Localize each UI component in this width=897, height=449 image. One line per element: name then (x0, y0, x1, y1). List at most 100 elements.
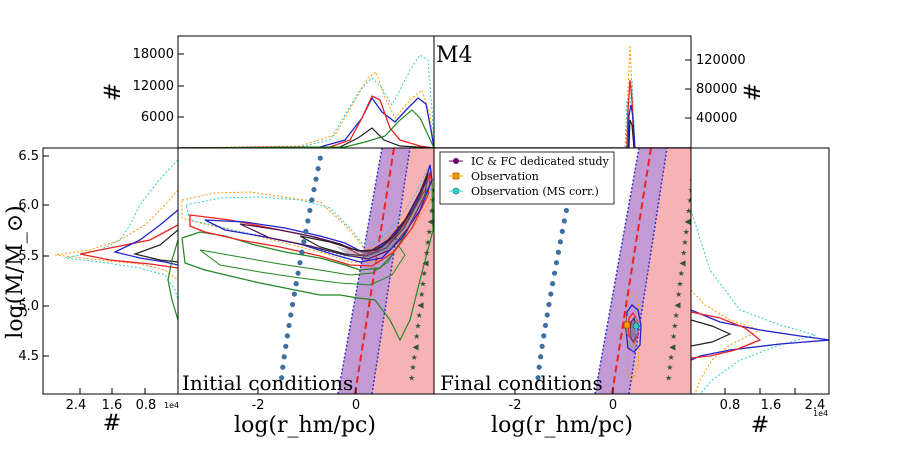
blue-dot-right-2 (538, 354, 544, 360)
side-hist-right-blue (691, 309, 829, 361)
side-left-tick-1.6: 1.6 (102, 398, 123, 413)
top-hist-left: 18000 12000 6000 # (101, 35, 435, 149)
contour-green-left (181, 179, 434, 342)
star-right-14: ★ (683, 227, 690, 236)
star-left-16: ★ (428, 206, 435, 215)
blue-dot-left-13 (301, 239, 307, 245)
y-tick-5.0: 5.0 (18, 299, 39, 314)
top-left-tick-6000: 6000 (141, 110, 174, 125)
top-right-tick-120000: 120000 (696, 53, 746, 68)
top-hist-right-orange (434, 44, 691, 148)
star-right-6: ★ (673, 311, 680, 320)
x-tick-right-neg2: -2 (509, 398, 522, 413)
blue-dot-left-1 (280, 364, 286, 370)
blue-dot-right-8 (548, 291, 554, 297)
x-tick-left-neg2: -2 (252, 398, 265, 413)
legend-label-dedicated: IC & FC dedicated study (471, 155, 610, 168)
blue-dot-left-0 (279, 375, 285, 381)
star-right-15: ◀ (684, 217, 691, 226)
blue-dot-right-11 (553, 260, 560, 266)
side-hist-right-orange (691, 289, 762, 394)
top-hist-right: 120000 80000 40000 # M4 (433, 35, 766, 149)
star-left-7: ◀ (417, 301, 424, 310)
legend-label-ms-corr: Observation (MS corr.) (471, 185, 599, 198)
star-right-11: ◀ (679, 259, 686, 268)
y-tick-4.5: 4.5 (18, 349, 39, 364)
legend-label-observation: Observation (471, 170, 539, 183)
frame-top-right (433, 35, 692, 149)
side-hist-left-red (79, 224, 178, 269)
final-conditions-panel: ★★★◀★★★◀★★★◀★★★◀★★★◀★★ (535, 148, 696, 394)
side-hist-left-dark (132, 229, 178, 263)
y-axis-label: log(M/M_⊙) (3, 205, 28, 338)
final-conditions-label: Final conditions (440, 371, 603, 395)
contour-dark-left (299, 173, 429, 257)
blue-dot-right-1 (536, 364, 542, 370)
blue-dot-left-10 (295, 270, 301, 276)
star-left-11: ◀ (422, 259, 429, 268)
side-hist-left-green (167, 239, 178, 321)
star-left-17: ★ (429, 196, 436, 205)
star-right-12: ★ (680, 248, 687, 257)
blue-dot-left-18 (311, 186, 317, 193)
blue-dot-left-20 (315, 166, 321, 172)
frame-side-left (42, 147, 179, 395)
top-left-hash-label: # (101, 83, 126, 101)
core-right (629, 324, 637, 352)
star-left-9: ★ (419, 280, 426, 289)
side-hist-left-cyan (64, 159, 178, 301)
top-hist-left-dark (178, 127, 434, 148)
star-right-19: ◀ (689, 175, 696, 184)
side-left-scale: 1e4 (164, 401, 179, 410)
contour-blue-right (625, 304, 642, 353)
side-hist-left-orange (54, 189, 178, 281)
blue-dot-left-11 (297, 260, 303, 266)
top-right-tick-80000: 80000 (696, 82, 737, 97)
legend-box (439, 151, 615, 205)
band-edge-right-2 (628, 148, 668, 394)
blue-dot-left-5 (286, 322, 292, 329)
top-hist-right-blue (434, 104, 691, 148)
blue-dot-right-0 (535, 375, 541, 381)
star-right-0: ★ (665, 374, 672, 383)
blue-dot-left-4 (284, 333, 290, 339)
star-left-2: ★ (411, 353, 418, 362)
top-hist-left-green (178, 109, 434, 148)
blue-dot-left-8 (291, 291, 297, 297)
x-axis-label-right: log(r_hm/pc) (491, 413, 633, 438)
top-hist-right-cyan (434, 79, 691, 148)
star-left-0: ★ (408, 374, 415, 383)
blue-dot-left-6 (288, 312, 294, 318)
star-left-18: ★ (431, 186, 438, 195)
blue-dot-right-4 (541, 333, 547, 339)
star-right-10: ★ (678, 269, 685, 278)
star-right-7: ◀ (674, 301, 681, 310)
top-left-tick-18000: 18000 (133, 47, 174, 62)
core-left (335, 170, 430, 258)
x-tick-left-0: 0 (352, 398, 360, 413)
star-right-17: ★ (686, 196, 693, 205)
star-right-16: ★ (685, 206, 692, 215)
star-right-8: ★ (675, 290, 682, 299)
star-left-4: ★ (413, 332, 420, 341)
side-left-hash-label: # (103, 411, 121, 436)
contour-green-inner-left (199, 244, 406, 286)
blue-dot-right-3 (539, 343, 545, 349)
x-tick-right-0: 0 (609, 398, 617, 413)
side-left-tick-0.8: 0.8 (136, 398, 157, 413)
y-tick-6.0: 6.0 (18, 198, 39, 213)
blue-dot-right-13 (557, 239, 563, 245)
top-left-tick-12000: 12000 (133, 79, 174, 94)
star-right-2: ★ (668, 353, 675, 362)
contour-red-right (627, 311, 639, 345)
blue-dot-right-15 (561, 218, 567, 224)
top-hist-right-red (434, 79, 691, 148)
star-right-5: ★ (671, 321, 678, 330)
side-right-tick-2.4: 2.4 (805, 398, 826, 413)
blue-dot-right-5 (542, 322, 549, 329)
contour-blue-left (204, 164, 433, 263)
band-edge-right-1 (594, 148, 640, 394)
star-right-4: ★ (670, 332, 677, 341)
star-left-13: ★ (424, 238, 431, 247)
initial-conditions-label: Initial conditions (182, 371, 353, 395)
